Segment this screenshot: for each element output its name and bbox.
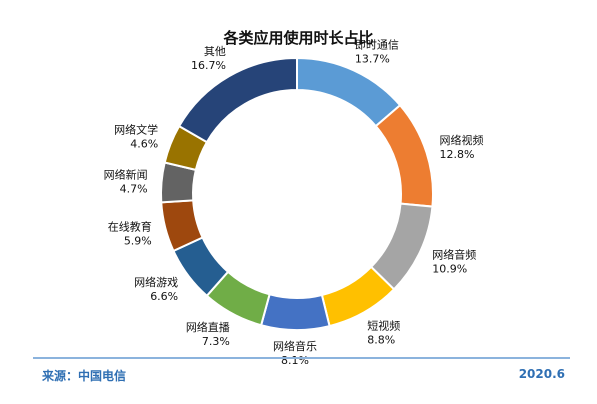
donut-slice-11: [177, 56, 298, 144]
slice-value-label: 4.6%: [130, 138, 158, 151]
slice-category-label: 网络视频: [440, 133, 484, 147]
slice-value-label: 8.1%: [281, 354, 309, 367]
slice-value-label: 16.7%: [191, 59, 226, 72]
donut-slice-1: [296, 56, 402, 128]
slice-value-label: 4.7%: [120, 182, 148, 195]
slice-category-label: 在线教育: [108, 220, 152, 234]
footer-divider: [33, 357, 570, 359]
slice-category-label: 网络直播: [186, 320, 230, 334]
slice-value-label: 5.9%: [124, 235, 152, 248]
donut-slice-5: [259, 293, 331, 331]
slice-category-label: 网络新闻: [104, 167, 148, 181]
slice-category-label: 即时通信: [355, 38, 399, 51]
slice-value-label: 7.3%: [202, 335, 230, 348]
slice-value-label: 12.8%: [440, 148, 475, 161]
slice-category-label: 网络文学: [114, 123, 158, 137]
slice-category-label: 网络游戏: [134, 275, 178, 289]
slice-category-label: 网络音乐: [273, 339, 317, 353]
source-note: 来源：中国电信: [42, 369, 127, 383]
donut-slice-2: [374, 103, 434, 208]
slice-category-label: 其他: [204, 45, 226, 58]
slice-category-label: 网络音频: [432, 248, 476, 262]
slice-value-label: 6.6%: [150, 290, 178, 303]
slice-value-label: 8.8%: [367, 333, 395, 346]
slice-category-label: 短视频: [367, 318, 400, 332]
slice-value-label: 10.9%: [432, 263, 467, 276]
slice-value-label: 13.7%: [355, 52, 390, 65]
date-note: 2020.6: [518, 367, 565, 381]
chart-title: 各类应用使用时长占比: [223, 29, 374, 47]
